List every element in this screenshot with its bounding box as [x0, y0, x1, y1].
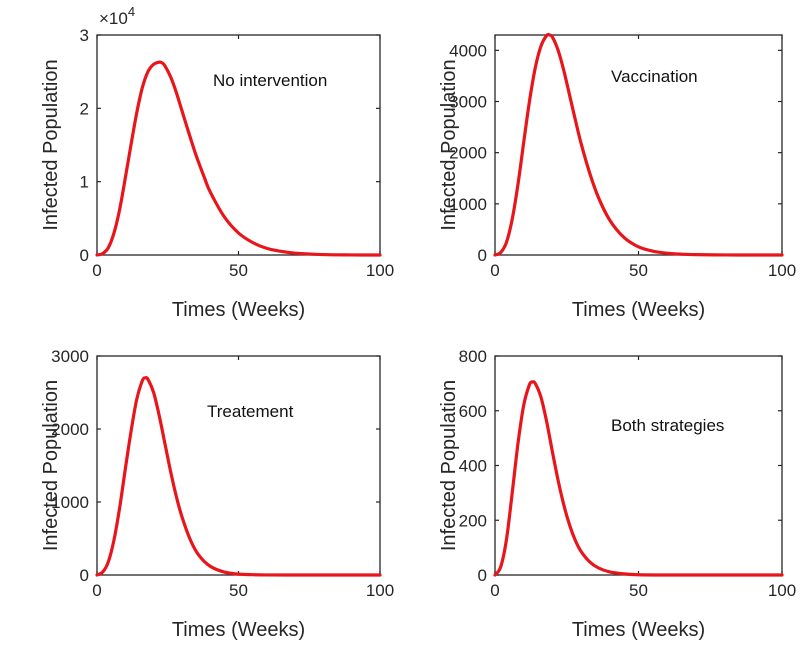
- x-tick-label: 100: [768, 581, 796, 600]
- x-tick-label: 50: [629, 581, 648, 600]
- y-tick-label: 0: [80, 566, 89, 585]
- y-tick-label: 400: [459, 457, 487, 476]
- y-tick-label: 3000: [51, 347, 89, 366]
- y-exponent-label: ×104: [99, 4, 135, 28]
- x-axis-label: Times (Weeks): [172, 619, 305, 641]
- infected-population-curve: [493, 380, 784, 577]
- y-axis-label: Infected Population: [40, 59, 62, 230]
- y-axis-label: Infected Population: [438, 380, 460, 551]
- plot-frame: [494, 355, 783, 576]
- chart-panel-4: 0 50 100 0 200 400 600 800 Times (Weeks) Infected…: [438, 347, 796, 641]
- y-tick-label: 600: [459, 402, 487, 421]
- x-axis-label: Times (Weeks): [572, 619, 705, 641]
- y-exponent-power: 4: [128, 4, 135, 19]
- x-axis-label: Times (Weeks): [572, 299, 705, 321]
- y-axis-label: Infected Population: [438, 59, 460, 230]
- y-tick-label: 2000: [51, 420, 89, 439]
- infected-population-curve: [493, 32, 784, 257]
- panel-annotation: No intervention: [213, 71, 327, 90]
- y-tick-label: 0: [478, 246, 487, 265]
- y-tick-label: 1: [80, 173, 89, 192]
- x-tick-label: 100: [366, 581, 394, 600]
- infected-population-curve: [95, 376, 382, 577]
- plot-frame: [494, 34, 783, 256]
- plot-frame: [96, 355, 381, 576]
- panel-annotation: Treatement: [207, 402, 294, 421]
- y-tick-label: 2: [80, 99, 89, 118]
- x-tick-label: 0: [92, 261, 101, 280]
- x-tick-label: 0: [92, 581, 101, 600]
- x-tick-label: 50: [229, 261, 248, 280]
- chart-panel-1: 0 50 100 0 1 2 3 ×104 Times (Weeks) Infected Popu…: [40, 4, 394, 321]
- y-axis-label: Infected Population: [40, 380, 62, 551]
- y-tick-label: 3: [80, 26, 89, 45]
- infected-population-curve: [95, 60, 382, 257]
- y-tick-label: 800: [459, 347, 487, 366]
- y-tick-label: 1000: [449, 195, 487, 214]
- x-tick-label: 0: [490, 261, 499, 280]
- x-tick-label: 100: [768, 261, 796, 280]
- y-tick-label: 200: [459, 511, 487, 530]
- x-tick-label: 0: [490, 581, 499, 600]
- y-tick-label: 0: [478, 566, 487, 585]
- y-tick-label: 4000: [449, 41, 487, 60]
- x-tick-label: 100: [366, 261, 394, 280]
- y-tick-label: 1000: [51, 493, 89, 512]
- panel-annotation: Both strategies: [611, 416, 724, 435]
- panel-annotation: Vaccination: [611, 67, 698, 86]
- plot-frame: [96, 34, 381, 256]
- x-tick-label: 50: [629, 261, 648, 280]
- x-tick-label: 50: [229, 581, 248, 600]
- x-axis-label: Times (Weeks): [172, 299, 305, 321]
- y-tick-label: 3000: [449, 93, 487, 112]
- y-tick-label: 0: [80, 246, 89, 265]
- y-tick-label: 2000: [449, 144, 487, 163]
